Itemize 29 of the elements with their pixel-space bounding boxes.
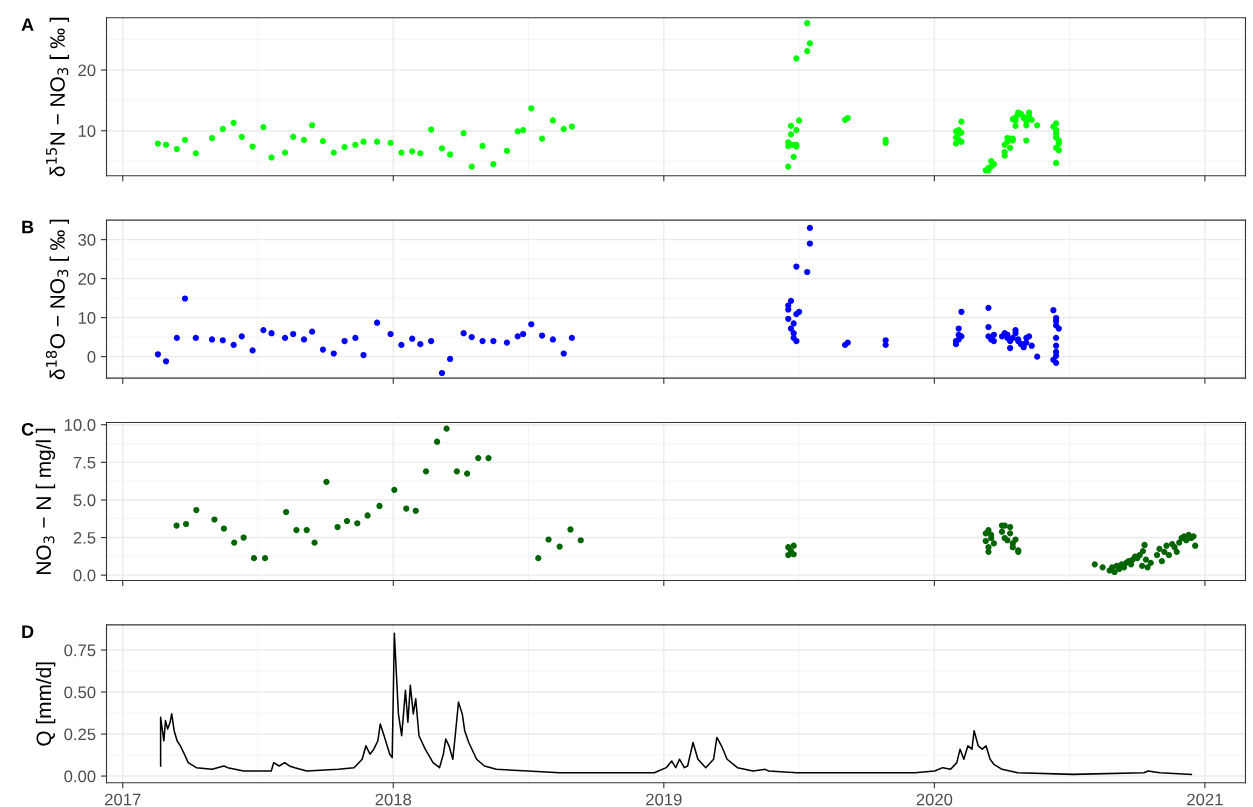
y-tick-label: 0.0 — [73, 569, 96, 582]
y-tick-label: 0.75 — [64, 644, 96, 657]
y-tick-label: 2.5 — [73, 531, 96, 544]
y-tick-label: 0.25 — [64, 728, 96, 741]
y-tick-label: 20 — [78, 273, 96, 285]
y-tick-label: 30 — [78, 234, 96, 246]
line-series — [159, 632, 1193, 776]
x-tick-label: 2018 — [375, 793, 412, 806]
y-axis-title: Q [mm/d] — [35, 662, 56, 746]
y-tick-label: 0.00 — [64, 770, 96, 783]
y-tick-label: 20 — [78, 64, 96, 77]
y-tick-label: 0 — [87, 351, 96, 363]
chart-title: D — [22, 625, 34, 638]
y-axis-title: δ$^{15}$N − NO$_{3}$ [ ‰ ] — [46, 17, 70, 177]
x-tick-label: 2019 — [646, 793, 682, 806]
y-tick-label: 0.50 — [64, 686, 96, 699]
y-tick-label: 10.0 — [64, 419, 96, 431]
x-tick-label: 2017 — [105, 793, 141, 806]
y-axis-title: NO$_{3}$ − N [ mg/l ] — [35, 428, 56, 575]
x-tick-label: 2021 — [1187, 793, 1223, 806]
y-tick-label: 10 — [78, 125, 96, 137]
y-tick-label: 10 — [78, 312, 96, 324]
chart-title: B — [22, 220, 34, 234]
y-tick-label: 5.0 — [73, 494, 96, 507]
y-tick-label: 7.5 — [73, 456, 96, 469]
chart-title: C — [21, 422, 34, 436]
y-axis-title: δ$^{18}$O − NO$_{3}$ [ ‰ ] — [45, 219, 70, 380]
x-tick-label: 2020 — [916, 793, 953, 806]
chart-title: A — [21, 18, 34, 31]
